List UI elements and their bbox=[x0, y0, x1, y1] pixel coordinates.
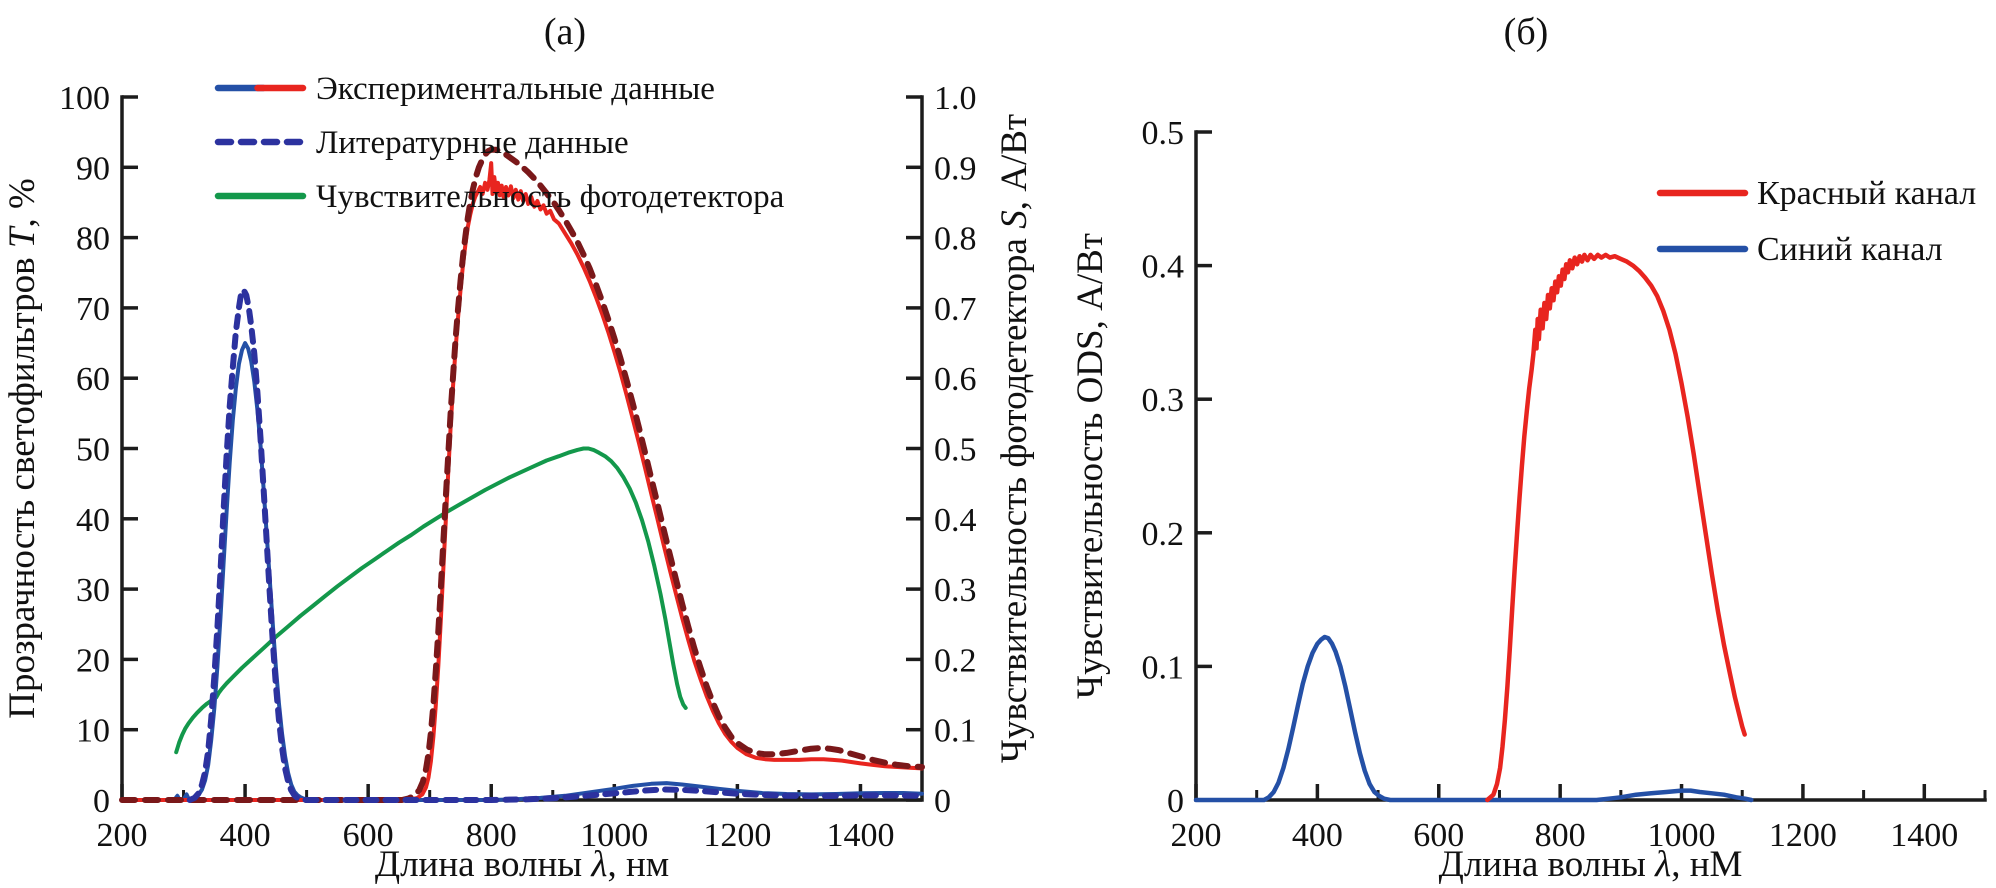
legend-label: Экспериментальные данные bbox=[316, 71, 715, 107]
y-left-tick-label: 80 bbox=[76, 221, 110, 258]
y-left-axis-title: Прозрачность светофильтров T, % bbox=[2, 178, 43, 719]
y-left-tick-label: 90 bbox=[76, 150, 110, 187]
y-left-tick-label: 100 bbox=[59, 80, 110, 117]
y-left-tick-label: 0.5 bbox=[1142, 115, 1185, 152]
series-blue-channel bbox=[1193, 634, 1754, 803]
y-left-tick-label: 0.3 bbox=[1142, 382, 1185, 419]
x-tick-label: 400 bbox=[1292, 817, 1343, 854]
x-tick-label: 200 bbox=[97, 817, 148, 854]
x-tick-label: 800 bbox=[466, 817, 517, 854]
x-tick-label: 600 bbox=[1413, 817, 1464, 854]
y-right-axis-title: Чувствительность фотодетектора S, А/Вт bbox=[994, 114, 1035, 763]
x-tick-label: 1200 bbox=[703, 817, 771, 854]
y-left-tick-label: 0.4 bbox=[1142, 249, 1185, 286]
series-literature-red-filter bbox=[119, 146, 925, 803]
x-axis-title: Длина волны λ, нМ bbox=[1439, 844, 1743, 885]
x-tick-label: 1400 bbox=[1890, 817, 1958, 854]
y-left-tick-label: 50 bbox=[76, 432, 110, 469]
x-tick-label: 400 bbox=[220, 817, 271, 854]
chart-a: (а)010203040506070809010000.10.20.30.40.… bbox=[2, 11, 1035, 885]
series-experimental-red-filter bbox=[120, 161, 924, 802]
y-left-tick-label: 0 bbox=[93, 783, 110, 820]
y-right-tick-label: 1.0 bbox=[934, 80, 977, 117]
legend-label: Литературные данные bbox=[316, 125, 629, 161]
x-axis-title: Длина волны λ, нм bbox=[375, 844, 669, 885]
y-right-tick-label: 0.1 bbox=[934, 713, 977, 750]
chart-b: (б) 0 0.1 0.2 0.3 0.4 0.5 200 400 600 800 1000 1200 1… bbox=[1070, 11, 1987, 885]
y-left-tick-label: 10 bbox=[76, 713, 110, 750]
y-right-tick-label: 0 bbox=[934, 783, 951, 820]
y-right-tick-label: 0.2 bbox=[934, 642, 977, 679]
y-left-tick-label: 60 bbox=[76, 361, 110, 398]
y-left-tick-label: 0.2 bbox=[1142, 516, 1185, 553]
x-tick-label: 1400 bbox=[826, 817, 894, 854]
y-left-tick-label: 70 bbox=[76, 291, 110, 328]
legend-label: Красный канал bbox=[1757, 175, 1976, 212]
y-left-tick-label: 20 bbox=[76, 642, 110, 679]
chart-title: (б) bbox=[1504, 11, 1549, 53]
x-tick-label: 200 bbox=[1171, 817, 1222, 854]
y-left-tick-label: 0.1 bbox=[1142, 649, 1185, 686]
chart-title: (а) bbox=[544, 11, 586, 53]
y-left-axis-title: Чувствительность ODS, А/Вт bbox=[1070, 233, 1111, 699]
y-right-tick-label: 0.9 bbox=[934, 150, 977, 187]
y-right-tick-label: 0.7 bbox=[934, 291, 977, 328]
x-tick-label: 1000 bbox=[1648, 817, 1716, 854]
y-left-tick-label: 0 bbox=[1167, 783, 1184, 820]
x-tick-label: 1200 bbox=[1769, 817, 1837, 854]
legend-label: Синий канал bbox=[1757, 231, 1943, 268]
legend-label: Чувствительность фотодетектора bbox=[316, 179, 785, 215]
x-tick-label: 800 bbox=[1535, 817, 1586, 854]
series-literature-blue-filter bbox=[186, 287, 925, 803]
y-right-tick-label: 0.6 bbox=[934, 361, 977, 398]
y-left-tick-label: 40 bbox=[76, 502, 110, 539]
x-tick-label: 600 bbox=[343, 817, 394, 854]
series-red-channel bbox=[1485, 252, 1747, 803]
y-right-tick-label: 0.3 bbox=[934, 572, 977, 609]
y-left-tick-label: 30 bbox=[76, 572, 110, 609]
x-tick-label: 1000 bbox=[580, 817, 648, 854]
series-photodetector-sensitivity bbox=[174, 446, 688, 755]
y-right-tick-label: 0.8 bbox=[934, 221, 977, 258]
y-right-tick-label: 0.5 bbox=[934, 432, 977, 469]
y-right-tick-label: 0.4 bbox=[934, 502, 977, 539]
series-experimental-blue-filter bbox=[172, 341, 924, 802]
